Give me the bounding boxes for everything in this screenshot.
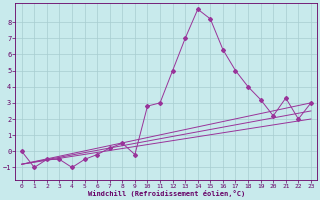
X-axis label: Windchill (Refroidissement éolien,°C): Windchill (Refroidissement éolien,°C) <box>88 190 245 197</box>
